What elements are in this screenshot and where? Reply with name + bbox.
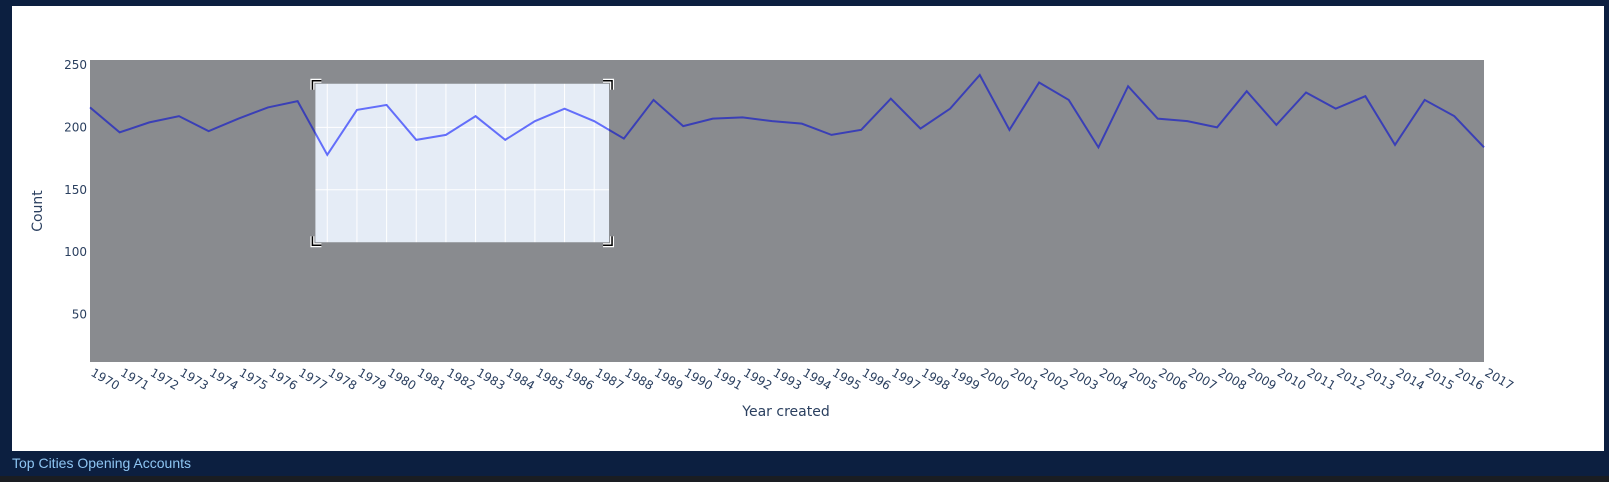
x-tick-label: 1972 xyxy=(148,365,181,392)
x-tick-label: 2012 xyxy=(1334,365,1367,392)
x-tick-label: 1971 xyxy=(118,365,151,392)
x-tick-label: 1994 xyxy=(800,365,833,392)
y-tick-label: 200 xyxy=(64,120,87,134)
x-tick-label: 1993 xyxy=(771,365,804,392)
x-tick-label: 1980 xyxy=(385,365,418,392)
x-tick-label: 1988 xyxy=(622,365,655,392)
x-tick-label: 2016 xyxy=(1453,365,1486,392)
x-tick-label: 1996 xyxy=(860,365,893,392)
x-tick-label: 2009 xyxy=(1245,365,1278,392)
selection-corner-handle-outline xyxy=(603,236,613,246)
section-title: Top Cities Opening Accounts xyxy=(12,455,191,471)
next-section-strip xyxy=(0,476,1609,482)
x-tick-label: 1973 xyxy=(177,365,210,392)
x-tick-label: 1974 xyxy=(207,365,240,392)
x-tick-label: 2017 xyxy=(1483,365,1516,392)
x-tick-label: 1985 xyxy=(533,365,566,392)
x-tick-label: 1977 xyxy=(296,365,329,392)
selection-corner-handle-outline xyxy=(311,79,322,90)
x-tick-labels: 1970197119721973197419751976197719781979… xyxy=(89,365,1516,392)
x-tick-label: 2004 xyxy=(1097,365,1130,392)
x-tick-label: 1978 xyxy=(326,365,359,392)
x-tick-label: 1987 xyxy=(593,365,626,392)
x-tick-label: 2002 xyxy=(1038,365,1071,392)
x-tick-label: 2011 xyxy=(1305,365,1338,392)
x-tick-label: 1992 xyxy=(741,365,774,392)
x-axis-title: Year created xyxy=(741,404,829,420)
x-tick-label: 1986 xyxy=(563,365,596,392)
selection-corner-handle-outline xyxy=(603,79,613,90)
selection-corner-handle-outline xyxy=(311,236,322,246)
x-tick-label: 1995 xyxy=(830,365,863,392)
y-axis-title: Count xyxy=(30,190,46,232)
x-tick-label: 2010 xyxy=(1275,365,1308,392)
y-tick-label: 100 xyxy=(64,245,87,259)
x-tick-label: 1979 xyxy=(355,365,388,392)
y-tick-label: 50 xyxy=(72,308,87,322)
x-tick-label: 1982 xyxy=(444,365,477,392)
x-tick-label: 1975 xyxy=(237,365,270,392)
x-tick-label: 1970 xyxy=(89,365,122,392)
y-tick-labels: 50 100 150 200 250 xyxy=(64,58,87,322)
x-tick-label: 2000 xyxy=(978,365,1011,392)
x-tick-label: 1990 xyxy=(682,365,715,392)
x-tick-label: 2003 xyxy=(1067,365,1100,392)
x-tick-label: 2001 xyxy=(1008,365,1041,392)
x-tick-label: 1998 xyxy=(919,365,952,392)
selection-dim-overlay xyxy=(90,60,1484,362)
x-tick-label: 2013 xyxy=(1364,365,1397,392)
x-tick-label: 2015 xyxy=(1423,365,1456,392)
x-tick-label: 1991 xyxy=(711,365,744,392)
y-tick-label: 150 xyxy=(64,183,87,197)
x-tick-label: 2014 xyxy=(1394,365,1427,392)
x-tick-label: 2007 xyxy=(1186,365,1219,392)
x-tick-label: 1983 xyxy=(474,365,507,392)
x-tick-label: 1989 xyxy=(652,365,685,392)
x-tick-label: 2006 xyxy=(1156,365,1189,392)
chart-panel: 50 100 150 200 250 1970 1971 1972 1973 1974 1975 1… xyxy=(12,6,1604,451)
x-tick-label: 2008 xyxy=(1216,365,1249,392)
y-tick-label: 250 xyxy=(64,58,87,72)
x-tick-label: 2005 xyxy=(1127,365,1160,392)
x-tick-label: 1999 xyxy=(949,365,982,392)
x-tick-label: 1981 xyxy=(415,365,448,392)
x-tick-label: 1976 xyxy=(266,365,299,392)
selection-corner-handles[interactable] xyxy=(310,78,615,248)
x-tick-label: 1997 xyxy=(889,365,922,392)
x-tick-label: 1984 xyxy=(504,365,537,392)
